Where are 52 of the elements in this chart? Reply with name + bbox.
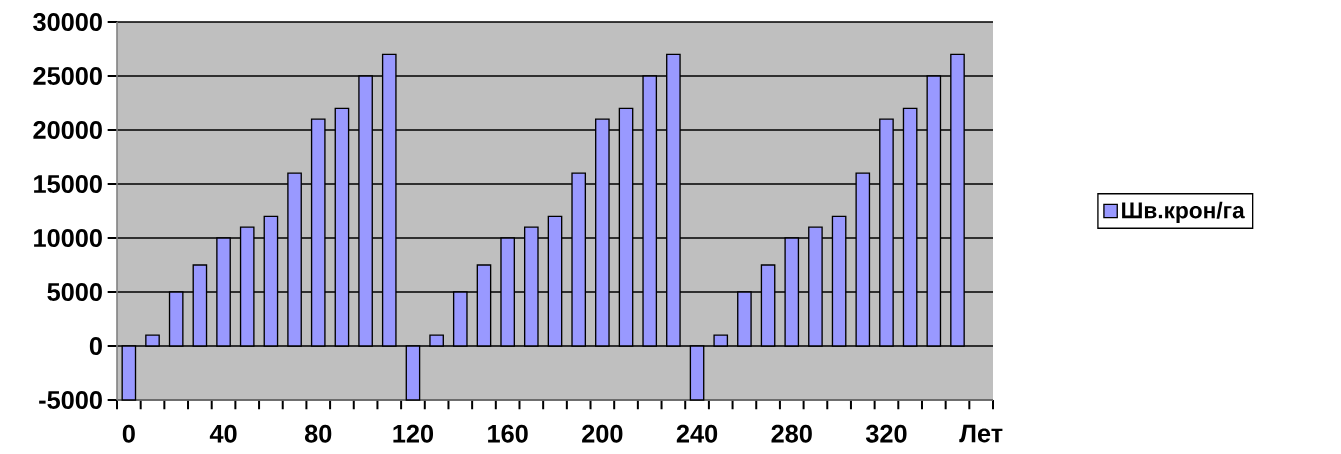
bar [855,172,871,347]
bar [831,215,847,347]
y-tick-label: 25000 [33,67,102,85]
x-tick-label: 320 [865,424,907,443]
bar [192,264,208,347]
bar [595,118,610,347]
y-tick-label: 30000 [33,13,102,31]
y-tick-label: 10000 [34,229,102,247]
bar [429,334,444,347]
x-tick-label: 120 [393,424,434,443]
y-tick-label: 15000 [34,175,102,193]
x-tick-label: 160 [488,424,528,443]
bar [452,291,468,347]
bar [381,53,397,347]
x-tick-label: 280 [771,424,812,443]
x-tick-label: 40 [209,424,237,443]
y-tick-label: 0 [89,337,102,355]
x-tick-label: 200 [582,424,623,443]
y-tick-label: 5000 [47,283,102,301]
bar [239,226,255,347]
bar [879,118,894,347]
bar [784,237,800,347]
bar [358,75,373,347]
bar [216,237,231,347]
bar [287,172,302,347]
bar [547,215,563,347]
bar [334,107,350,347]
bar [571,172,587,347]
x-axis-title: Лет [959,424,1003,443]
bar [523,226,539,347]
bar [902,107,918,347]
bar [476,264,492,347]
y-tick-label: 20000 [33,121,102,139]
bar [618,107,634,347]
x-tick-label: 80 [304,424,332,443]
bar [500,237,515,347]
x-tick-label: 240 [676,424,718,443]
bar [713,334,729,347]
bar [926,75,942,347]
bar [168,291,184,347]
bar [666,53,681,347]
bar [642,75,658,347]
bar [808,226,823,347]
bar [737,291,752,347]
bar [263,215,279,347]
bar [310,118,326,347]
y-tick-label: -5000 [39,391,102,409]
bar [145,334,160,347]
bar [950,53,965,347]
x-tick-label: 0 [122,424,135,443]
legend-label: Шв.крон/га [1122,201,1245,223]
bar [760,264,776,347]
